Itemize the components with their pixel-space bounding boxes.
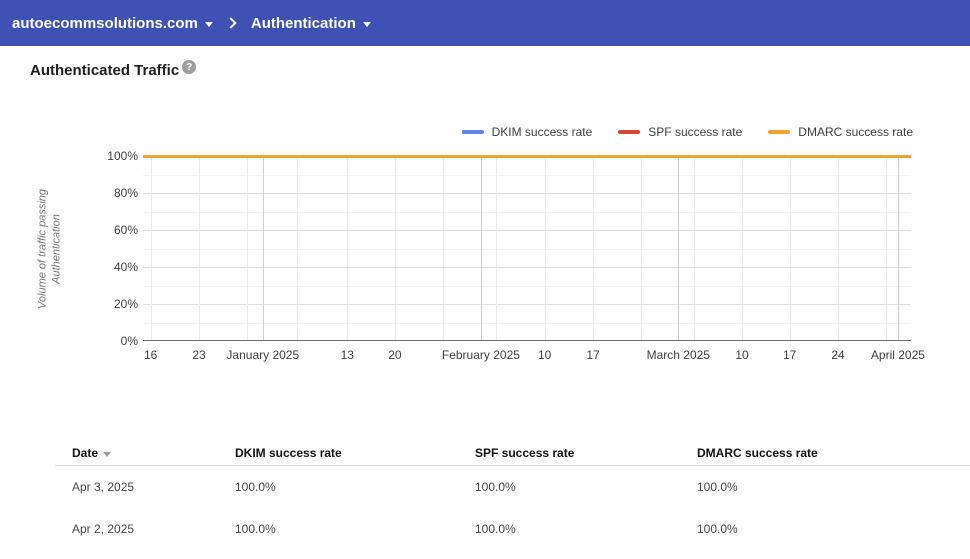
column-header-label: SPF success rate — [475, 445, 575, 460]
top-nav-bar: autoecommsolutions.com Authentication — [0, 0, 970, 46]
auth-rates-table: Date DKIM success rate SPF success rate DMA… — [55, 440, 970, 550]
gridline-horizontal-major — [143, 193, 911, 194]
gridline-vertical-month — [897, 156, 899, 340]
gridline-vertical-month — [678, 156, 680, 340]
page-title-row: Authenticated Traffic ? — [30, 60, 197, 79]
gridline-horizontal-minor — [143, 174, 911, 176]
column-header-label: DMARC success rate — [697, 445, 818, 460]
gridline-vertical-month — [480, 156, 482, 340]
table-cell: Apr 2, 2025 — [72, 522, 135, 536]
x-tick-label: 23 — [192, 348, 206, 362]
gridline-vertical-week — [443, 156, 445, 340]
x-tick-label: 13 — [340, 348, 354, 362]
y-tick-label: 60% — [113, 223, 138, 237]
table-cell: 100.0% — [475, 480, 516, 494]
x-tick-label: April 2025 — [870, 348, 925, 362]
gridline-vertical-week — [886, 156, 888, 340]
gridline-vertical-week — [593, 156, 595, 340]
gridline-vertical-week — [641, 156, 643, 340]
x-tick-label: 10 — [537, 348, 552, 362]
table-cell: 100.0% — [235, 480, 276, 494]
x-tick-label: 17 — [586, 348, 600, 362]
column-header-label: Date — [72, 445, 99, 460]
x-tick-label: 17 — [782, 348, 797, 362]
gridline-vertical-week — [247, 156, 249, 340]
y-tick-label: 80% — [113, 186, 138, 200]
column-header-dmarc-success-rate: DMARC success rate — [697, 446, 970, 460]
table-cell: 100.0% — [697, 480, 738, 494]
gridline-vertical-week — [297, 156, 299, 340]
legend-label: DMARC success rate — [798, 125, 913, 139]
gridline-vertical-week — [347, 156, 349, 340]
x-axis-ticks: 16 23 January 2025 13 20 February 2025 10 17 Mar… — [143, 348, 925, 364]
y-tick-label: 40% — [113, 260, 138, 274]
breadcrumb-chevron-icon — [225, 17, 237, 29]
x-tick-label: 20 — [388, 348, 402, 362]
plot-area — [143, 154, 911, 341]
column-header-date[interactable]: Date — [72, 446, 235, 460]
x-tick-label: March 2025 — [646, 348, 710, 362]
help-icon[interactable]: ? — [182, 60, 197, 74]
gridline-horizontal-minor — [143, 248, 911, 250]
domain-selector-dropdown[interactable]: autoecommsolutions.com — [12, 15, 213, 32]
gridline-horizontal-major — [143, 230, 911, 231]
gridline-vertical-week — [150, 156, 152, 340]
gridline-vertical-week — [838, 156, 840, 340]
x-tick-label: January 2025 — [226, 348, 300, 362]
x-tick-label: February 2025 — [441, 348, 520, 362]
chevron-down-icon — [362, 21, 371, 27]
series-line-dmarc — [143, 154, 911, 158]
column-header-label: DKIM success rate — [235, 445, 342, 460]
gridline-vertical-week — [544, 156, 546, 340]
table-header-row: Date DKIM success rate SPF success rate DMA… — [55, 440, 970, 466]
y-tick-label: 100% — [107, 149, 138, 163]
column-header-spf-success-rate: SPF success rate — [475, 446, 697, 460]
x-tick-label: 24 — [831, 348, 845, 362]
legend-label: DKIM success rate — [491, 125, 593, 139]
table-row: Apr 3, 2025 100.0% 100.0% 100.0% — [55, 466, 970, 508]
legend-item-dmarc[interactable]: DMARC success rate — [768, 125, 913, 139]
table-body: Apr 3, 2025 100.0% 100.0% 100.0% Apr 2, 2025… — [55, 466, 970, 550]
domain-selector-label: autoecommsolutions.com — [12, 14, 198, 32]
table-cell: 100.0% — [697, 522, 738, 536]
gridline-vertical-week — [789, 156, 791, 340]
page-title: Authenticated Traffic — [30, 62, 180, 79]
y-axis-ticks: 100% 80% 60% 40% 20% 0% — [60, 149, 138, 348]
legend-swatch — [768, 130, 791, 134]
page-selector-dropdown[interactable]: Authentication — [251, 15, 371, 32]
gridline-vertical-week — [199, 156, 201, 340]
y-tick-label: 0% — [120, 334, 138, 348]
page-selector-label: Authentication — [250, 14, 356, 32]
gridline-vertical-week — [742, 156, 744, 340]
gridline-vertical-week — [693, 156, 695, 340]
legend-item-dkim[interactable]: DKIM success rate — [461, 125, 593, 139]
x-tick-label: 16 — [143, 348, 158, 362]
gridline-horizontal-minor — [143, 322, 911, 324]
sort-descending-icon — [103, 451, 112, 457]
chart-legend: DKIM success rate SPF success rate DMARC s… — [461, 125, 913, 139]
column-header-dkim-success-rate: DKIM success rate — [235, 446, 475, 460]
table-cell: 100.0% — [235, 522, 276, 536]
x-tick-label: 10 — [735, 348, 749, 362]
legend-swatch — [618, 130, 641, 134]
gridline-horizontal-minor — [143, 211, 911, 213]
gridline-vertical-month — [262, 156, 264, 340]
gridline-vertical-week — [496, 156, 498, 340]
legend-item-spf[interactable]: SPF success rate — [618, 125, 742, 139]
legend-swatch — [461, 130, 484, 134]
table-cell: Apr 3, 2025 — [72, 480, 135, 494]
gridline-vertical-week — [394, 156, 396, 340]
y-tick-label: 20% — [113, 297, 138, 311]
legend-label: SPF success rate — [648, 125, 743, 139]
chevron-down-icon — [204, 21, 213, 27]
gridline-horizontal-major — [143, 304, 911, 305]
gridline-horizontal-major — [143, 267, 911, 268]
table-row: Apr 2, 2025 100.0% 100.0% 100.0% — [55, 508, 970, 550]
table-cell: 100.0% — [475, 522, 516, 536]
gridline-horizontal-minor — [143, 285, 911, 287]
